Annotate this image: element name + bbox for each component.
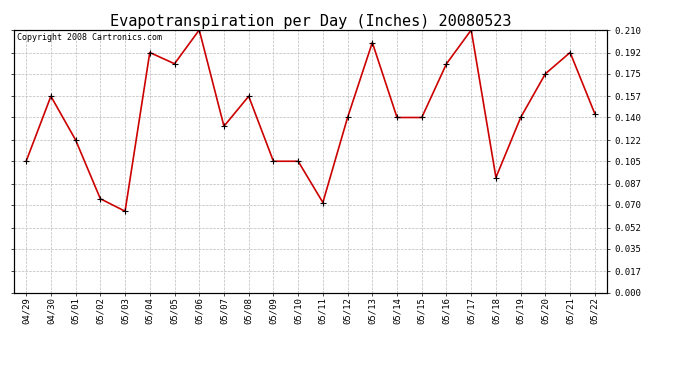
Text: Copyright 2008 Cartronics.com: Copyright 2008 Cartronics.com <box>17 33 161 42</box>
Title: Evapotranspiration per Day (Inches) 20080523: Evapotranspiration per Day (Inches) 2008… <box>110 14 511 29</box>
